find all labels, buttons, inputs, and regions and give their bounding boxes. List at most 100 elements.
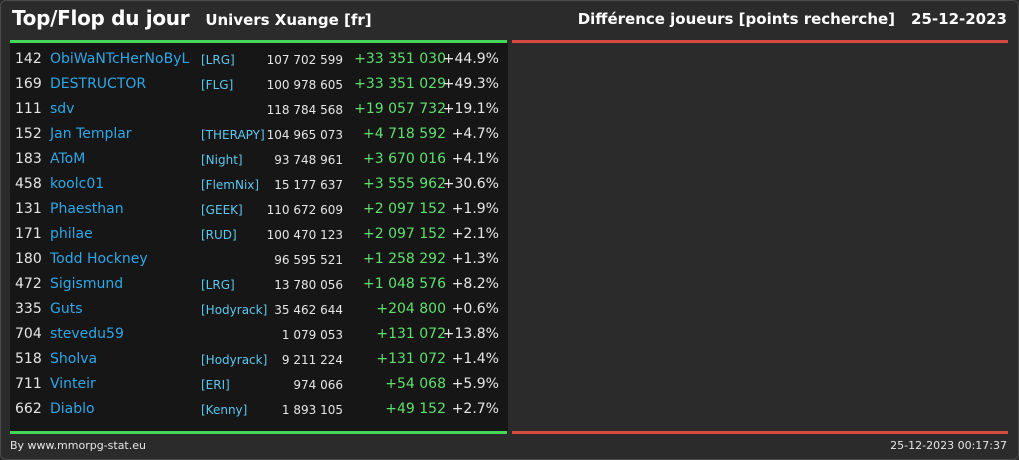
player-name-link[interactable]: sdv [50,101,75,117]
player-points: 13 780 056 [274,278,343,292]
table-row: 131 Phaesthan [GEEK] 110 672 609 +2 097 152 +… [10,197,508,222]
percent-change: +4.7% [451,126,499,142]
percent-change: +1.3% [451,251,499,267]
points-difference: +19 057 732 [354,101,446,117]
points-difference: +3 670 016 [363,151,446,167]
player-points: 974 066 [293,378,343,392]
player-name-link[interactable]: koolc01 [50,176,105,192]
flop-line-upper [512,40,1008,43]
player-points: 107 702 599 [266,53,343,67]
player-rank: 183 [15,151,42,167]
flop-panel [512,43,1008,431]
player-rank: 152 [15,126,42,142]
player-name-link[interactable]: Todd Hockney [50,251,148,267]
alliance-tag-link[interactable]: [Hodyrack] [201,303,268,317]
percent-change: +5.9% [451,376,499,392]
metric-label: Différence joueurs [points recherche] [577,10,896,28]
player-rank: 335 [15,301,42,317]
percent-change: +4.1% [451,151,499,167]
points-difference: +2 097 152 [363,226,446,242]
points-difference: +2 097 152 [363,201,446,217]
player-points: 100 978 605 [266,78,343,92]
alliance-tag-link[interactable]: [Kenny] [201,403,248,417]
player-name-link[interactable]: ObiWaNTcHerNoByL [50,51,190,67]
alliance-tag-link[interactable]: [Night] [201,153,243,167]
points-difference: +204 800 [376,301,446,317]
player-points: 104 965 073 [266,128,343,142]
player-name-link[interactable]: Jan Templar [50,126,132,142]
top-line-upper [10,40,507,43]
player-points: 110 672 609 [266,203,343,217]
player-name-link[interactable]: stevedu59 [50,326,124,342]
table-row: 704 stevedu59 1 079 053 +131 072 +13.8% [10,322,508,347]
alliance-tag-link[interactable]: [LRG] [201,278,235,292]
table-row: 171 philae [RUD] 100 470 123 +2 097 152 +2.1% [10,222,508,247]
flop-line-lower [512,431,1008,434]
alliance-tag-link[interactable]: [LRG] [201,53,235,67]
table-row: 458 koolc01 [FlemNix] 15 177 637 +3 555 962 +… [10,172,508,197]
alliance-tag-link[interactable]: [Hodyrack] [201,353,268,367]
table-row: 180 Todd Hockney 96 595 521 +1 258 292 +1.3% [10,247,508,272]
percent-change: +1.4% [451,351,499,367]
points-difference: +49 152 [385,401,446,417]
player-points: 9 211 224 [281,353,343,367]
player-points: 100 470 123 [266,228,343,242]
player-points: 1 079 053 [281,328,343,342]
percent-change: +2.1% [451,226,499,242]
player-rank: 704 [15,326,42,342]
percent-change: +0.6% [451,301,499,317]
points-difference: +131 072 [376,326,446,342]
percent-change: +49.3% [442,76,499,92]
points-difference: +1 258 292 [363,251,446,267]
points-difference: +131 072 [376,351,446,367]
top-panel: 142 ObiWaNTcHerNoByL [LRG] 107 702 599 +33 3… [10,43,508,431]
player-name-link[interactable]: AToM [50,151,86,167]
player-points: 118 784 568 [266,103,343,117]
player-name-link[interactable]: philae [50,226,93,242]
player-rank: 171 [15,226,42,242]
percent-change: +44.9% [442,51,499,67]
player-name-link[interactable]: Guts [50,301,83,317]
percent-change: +19.1% [442,101,499,117]
header-left: Top/Flop du jour Univers Xuange [fr] [12,6,372,36]
player-points: 96 595 521 [274,253,343,267]
player-rank: 180 [15,251,42,267]
percent-change: +1.9% [451,201,499,217]
table-row: 152 Jan Templar [THERAPY] 104 965 073 +4 718… [10,122,508,147]
alliance-tag-link[interactable]: [THERAPY] [201,128,265,142]
points-difference: +4 718 592 [363,126,446,142]
alliance-tag-link[interactable]: [RUD] [201,228,237,242]
points-difference: +33 351 030 [354,51,446,67]
points-difference: +1 048 576 [363,276,446,292]
top-line-lower [10,431,507,434]
percent-change: +30.6% [442,176,499,192]
table-row: 662 Diablo [Kenny] 1 893 105 +49 152 +2.7% [10,397,508,422]
table-row: 518 Sholva [Hodyrack] 9 211 224 +131 072 +1.4… [10,347,508,372]
player-rank: 518 [15,351,42,367]
player-name-link[interactable]: Phaesthan [50,201,124,217]
player-name-link[interactable]: DESTRUCTOR [50,76,147,92]
alliance-tag-link[interactable]: [FLG] [201,78,234,92]
percent-change: +8.2% [451,276,499,292]
player-rank: 131 [15,201,42,217]
player-rank: 711 [15,376,42,392]
player-rank: 662 [15,401,42,417]
player-rank: 458 [15,176,42,192]
footer-credit: By www.mmorpg-stat.eu [10,439,146,452]
table-row: 711 Vinteir [ERI] 974 066 +54 068 +5.9% [10,372,508,397]
player-name-link[interactable]: Vinteir [50,376,96,392]
alliance-tag-link[interactable]: [ERI] [201,378,230,392]
player-rank: 472 [15,276,42,292]
player-name-link[interactable]: Sholva [50,351,98,367]
alliance-tag-link[interactable]: [FlemNix] [201,178,260,192]
player-name-link[interactable]: Sigismund [50,276,124,292]
table-row: 142 ObiWaNTcHerNoByL [LRG] 107 702 599 +33 3… [10,47,508,72]
table-row: 183 AToM [Night] 93 748 961 +3 670 016 +4.1% [10,147,508,172]
player-name-link[interactable]: Diablo [50,401,95,417]
page-title: Top/Flop du jour [12,6,190,30]
player-points: 1 893 105 [281,403,343,417]
universe-label: Univers Xuange [fr] [205,11,372,29]
alliance-tag-link[interactable]: [GEEK] [201,203,243,217]
percent-change: +2.7% [451,401,499,417]
player-points: 35 462 644 [274,303,343,317]
